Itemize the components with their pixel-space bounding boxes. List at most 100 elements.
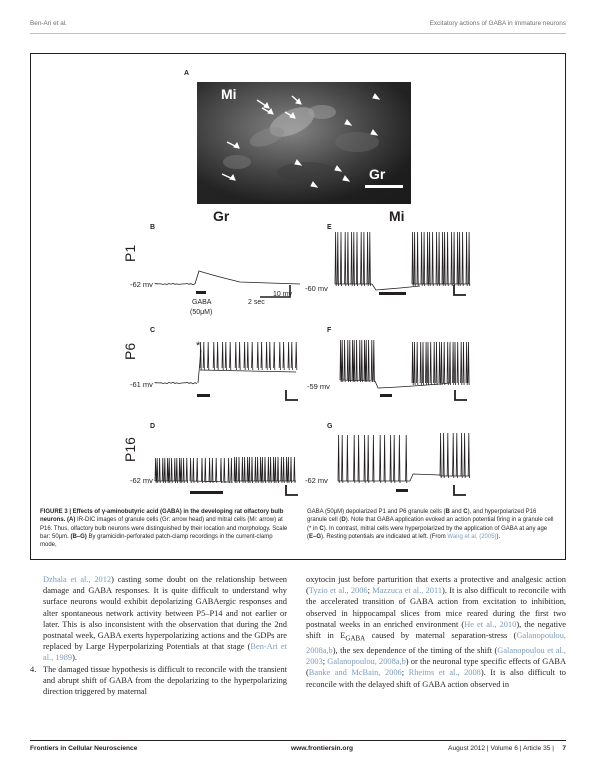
text-segment: C	[319, 525, 324, 532]
text-segment: (A)	[67, 517, 76, 524]
granule-cell-arrowhead-icon	[372, 93, 381, 100]
text-segment: GABA	[345, 634, 366, 643]
citation-link[interactable]: Wang et al. (2005)	[447, 533, 497, 540]
panel-letter-b: B	[150, 224, 156, 231]
list-item-number: 4.	[30, 664, 37, 674]
panel-a-scale-bar	[365, 185, 403, 188]
panel-letter-a: A	[184, 70, 190, 77]
running-head: Ben-Ari et al. Excitatory actions of GAB…	[30, 20, 566, 32]
resting-potential-f: -59 mv	[307, 382, 330, 391]
row-label-p16: P16	[122, 437, 138, 462]
gaba-concentration-label: (50μM)	[190, 309, 213, 316]
citation-link[interactable]: Galanopoulou et al., 2003	[306, 645, 566, 667]
panel-letter-g: G	[327, 423, 333, 430]
text-segment: FIGURE 3 | Effects of γ-aminobutyric aci…	[40, 509, 284, 524]
header-divider	[30, 33, 566, 34]
text-segment: ) casting some doubt on the relationship…	[43, 575, 287, 652]
panel-letter-f: F	[327, 327, 332, 334]
mitral-cell-arrow-head-icon	[295, 97, 302, 105]
citation-link[interactable]: Dzhala et al., 2012	[43, 575, 112, 584]
text-segment: (B–G)	[70, 533, 87, 540]
row-label-p6: P6	[122, 342, 138, 360]
text-segment: ). Resting potentials are indicated at l…	[321, 533, 448, 540]
text-segment: and	[449, 509, 464, 515]
citation-link[interactable]: Ben-Ari et al., 1989	[43, 642, 287, 663]
page-footer: Frontiers in Cellular Neuroscience www.f…	[30, 745, 566, 757]
list-item-text: The damaged tissue hypothesis is difficu…	[43, 664, 287, 697]
panel-a-mi-label: Mi	[221, 86, 237, 102]
citation-link[interactable]: Mazzuca et al., 2011	[372, 586, 443, 596]
text-segment: ), the sex dependence of the timing of t…	[332, 645, 498, 655]
running-head-authors: Ben-Ari et al.	[30, 20, 67, 27]
time-scale-label: 2 sec	[248, 299, 265, 306]
text-segment: B	[445, 509, 450, 515]
text-segment: ). It is also difficult to reconcile wit…	[306, 586, 566, 629]
body-column-left: Dzhala et al., 2012) casting some doubt …	[30, 574, 287, 697]
text-segment: C	[463, 509, 468, 515]
text-segment: oxytocin just before parturition that ex…	[306, 575, 566, 596]
panel-a-micrograph: Mi Gr	[197, 82, 411, 204]
text-segment: D	[341, 517, 346, 524]
column-header-mi: Mi	[389, 208, 405, 224]
resting-potential-b: -62 mv	[130, 280, 153, 289]
resting-potential-g: -62 mv	[305, 476, 328, 485]
text-segment: ).	[496, 533, 501, 540]
mitral-cell-arrow-head-icon	[263, 101, 270, 109]
figure-caption-left: FIGURE 3 | Effects of γ-aminobutyric aci…	[40, 508, 288, 549]
granule-cell-arrowhead-icon	[370, 129, 379, 136]
granule-cell-arrowhead-icon	[334, 165, 343, 172]
text-segment: IR-DIC images of granule cells (Gr: arro…	[40, 517, 288, 540]
panel-a-gr-label: Gr	[369, 166, 386, 182]
text-segment: ), the negative shift in E	[306, 619, 567, 641]
text-segment: ) or the neuronal type specific effects …	[306, 657, 566, 678]
page-number: 7	[562, 745, 566, 752]
mitral-cell-arrow-head-icon	[229, 173, 236, 181]
text-segment: ).	[72, 653, 77, 663]
text-segment: ;	[401, 668, 409, 678]
citation-link[interactable]: He et al., 2010	[464, 619, 517, 629]
text-segment: ;	[367, 586, 373, 596]
mitral-cell-arrow-head-icon	[289, 111, 296, 119]
text-segment: ). In contrast, mitral cells were hyperp…	[307, 525, 548, 540]
text-segment: caused by maternal separation-stress (	[365, 631, 517, 641]
footer-url[interactable]: www.frontiersin.org	[291, 745, 354, 752]
figure-caption-right: GABA (50μM) depolarized P1 and P6 granul…	[307, 508, 557, 541]
footer-issue-info: August 2012 | Volume 6 | Article 35 |	[448, 745, 554, 752]
footer-divider	[30, 740, 566, 741]
text-segment: E–G	[309, 533, 322, 540]
citation-link[interactable]: Galanopoulou, 2008a,b	[306, 631, 566, 655]
granule-cell-arrowhead-icon	[294, 159, 303, 166]
panel-letter-e: E	[327, 224, 332, 231]
text-segment: ;	[322, 657, 328, 667]
citation-link[interactable]: Galanopoulou, 2008a,b	[327, 657, 406, 667]
voltage-scale-label: 10 mv	[273, 291, 293, 298]
citation-link[interactable]: Banke and McBain, 2006	[308, 668, 402, 678]
text-segment: ). It is also difficult to reconcile wit…	[306, 668, 566, 689]
column-header-gr: Gr	[213, 208, 230, 224]
citation-link[interactable]: Tyzio et al., 2006	[308, 586, 368, 596]
body-column-right: oxytocin just before parturition that ex…	[306, 574, 566, 690]
granule-cell-arrowhead-icon	[344, 119, 353, 126]
panel-c-asterisk: *	[196, 340, 201, 352]
panel-letter-c: C	[150, 327, 156, 334]
body-paragraph-right: oxytocin just before parturition that ex…	[306, 574, 566, 690]
resting-potential-d: -62 mv	[130, 476, 153, 485]
citation-link[interactable]: Rheims et al., 2008	[408, 668, 481, 678]
text-segment: ). Note that GABA application evoked an …	[307, 517, 554, 532]
list-item-4: 4. The damaged tissue hypothesis is diff…	[30, 664, 287, 698]
granule-cell-arrowhead-icon	[342, 175, 351, 182]
gaba-bar-label: GABA	[192, 299, 212, 306]
text-segment: ), and hyperpolarized P16 granule cell (	[307, 509, 537, 524]
granule-cell-arrowhead-icon	[310, 181, 319, 188]
mitral-cell-arrow-head-icon	[233, 141, 240, 149]
footer-journal: Frontiers in Cellular Neuroscience	[30, 745, 138, 752]
text-segment: By gramicidin-perforated patch-clamp rec…	[40, 533, 273, 549]
resting-potential-e: -60 mv	[305, 284, 328, 293]
resting-potential-c: -61 mv	[130, 380, 153, 389]
running-head-title: Excitatory actions of GABA in immature n…	[429, 20, 566, 27]
mitral-cell-arrow-head-icon	[267, 107, 274, 115]
text-segment: GABA (50μM) depolarized P1 and P6 granul…	[307, 509, 446, 515]
row-label-p1: P1	[122, 244, 138, 262]
panel-letter-d: D	[150, 423, 156, 430]
body-paragraph-left: Dzhala et al., 2012) casting some doubt …	[30, 574, 287, 664]
